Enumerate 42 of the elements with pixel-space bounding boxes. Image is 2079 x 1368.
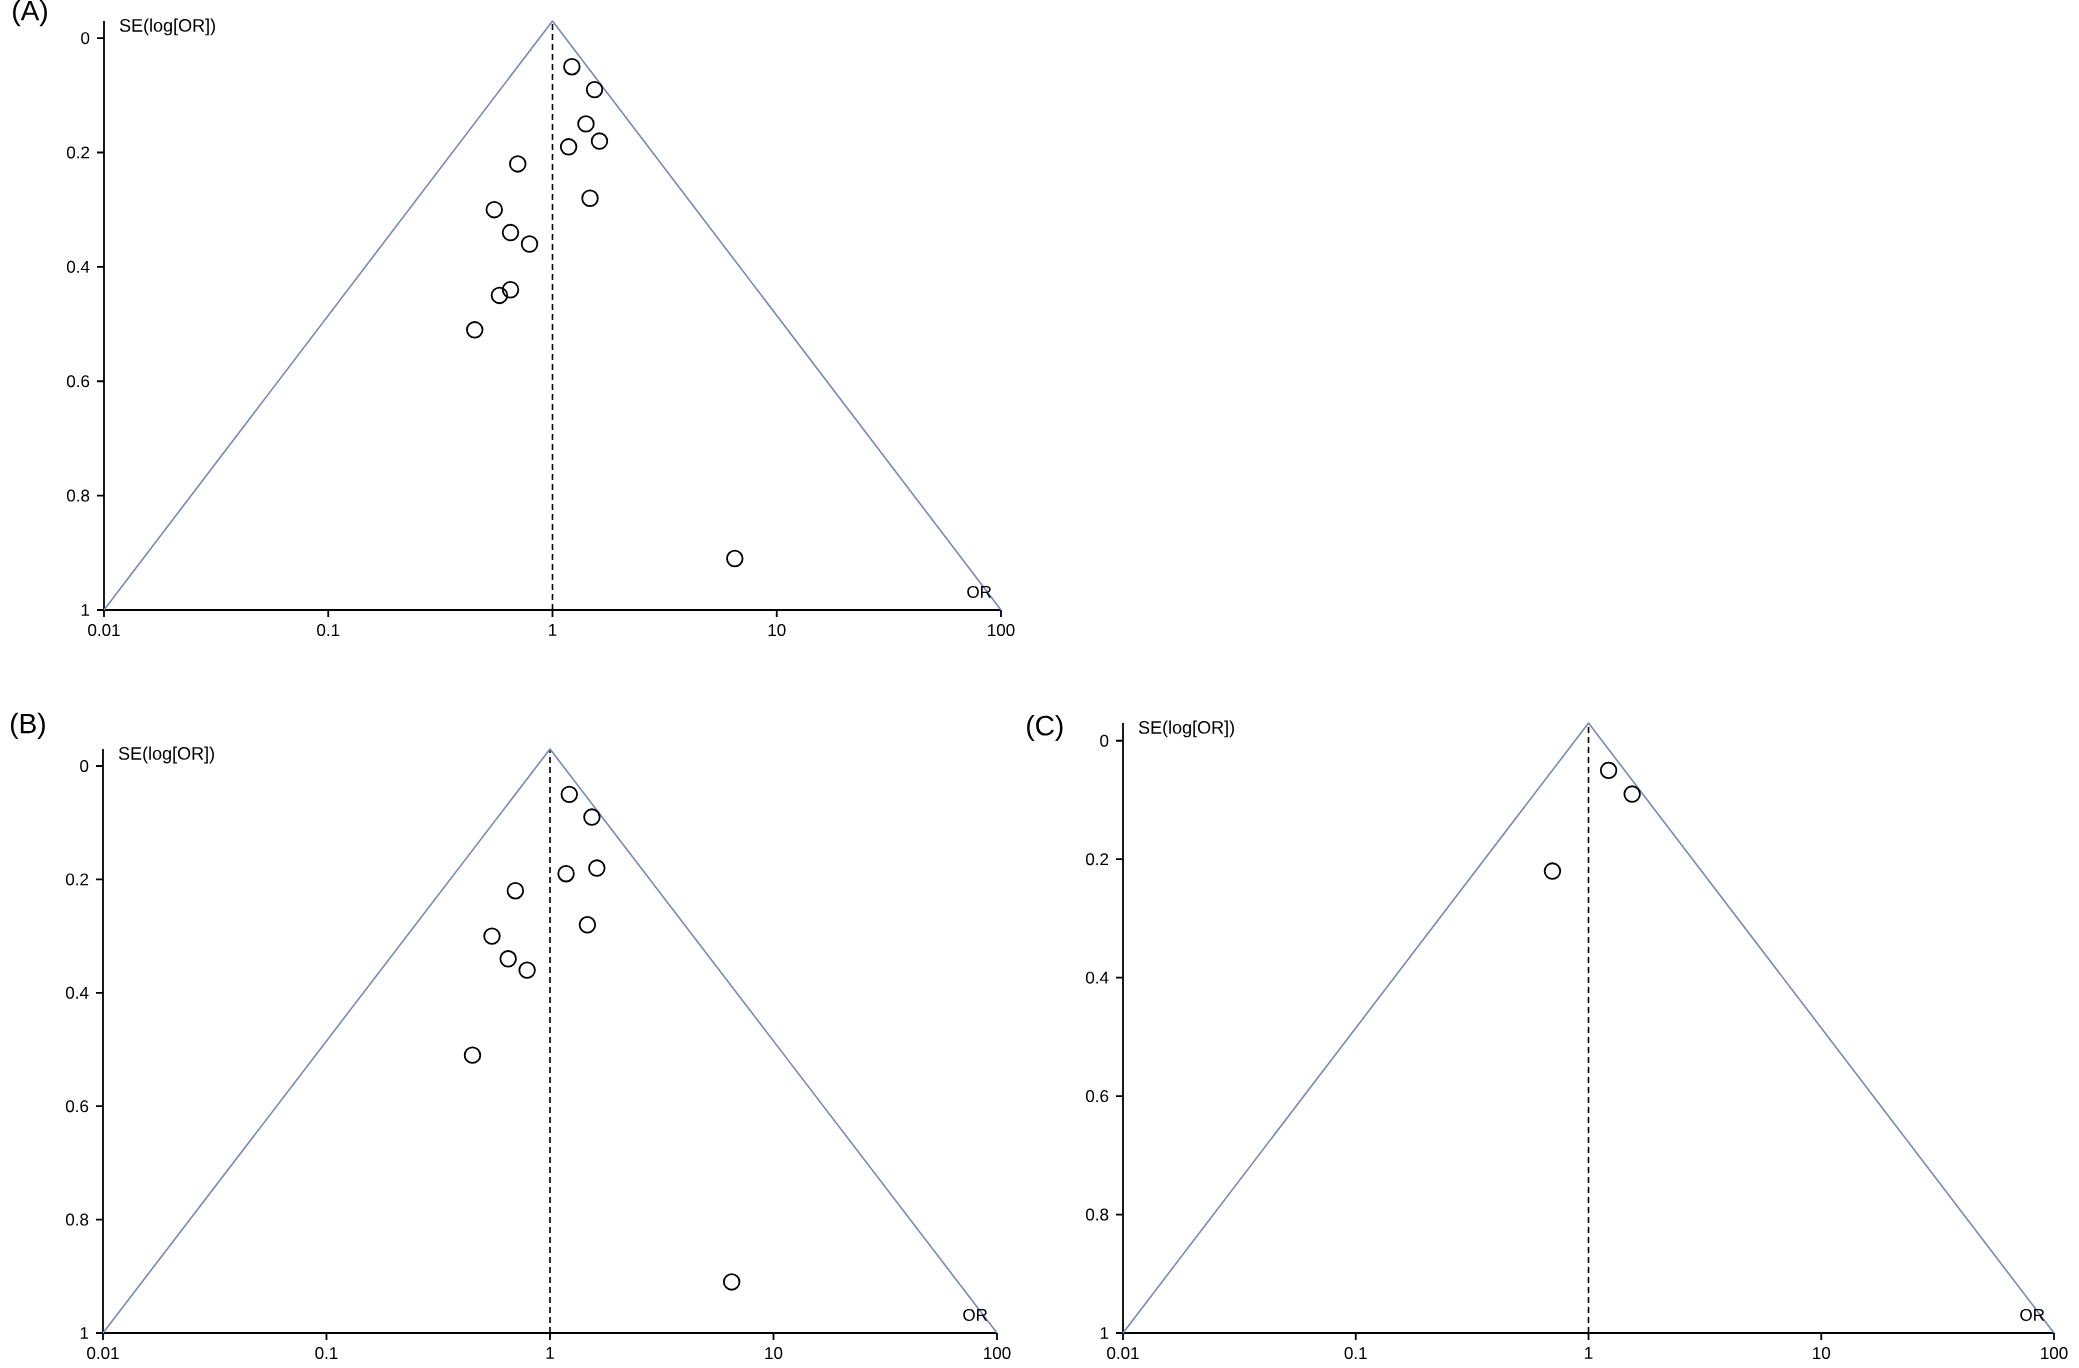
- y-tick-label: 0.4: [1086, 971, 1109, 984]
- y-tick-label: 0.8: [65, 1213, 89, 1226]
- y-tick-label: 0.8: [1086, 1208, 1109, 1221]
- x-tick-label: 1: [1585, 1347, 1593, 1359]
- x-tick-label: 0.1: [315, 1347, 338, 1360]
- x-tick-label: 1: [546, 1347, 554, 1359]
- x-axis-title: OR: [967, 585, 992, 598]
- x-tick-label: 10: [768, 624, 786, 637]
- chart-title: (C): [1027, 715, 1063, 742]
- y-tick-label: 0.4: [66, 260, 90, 273]
- y-tick-label: 0: [81, 32, 90, 45]
- x-axis-title: OR: [963, 1308, 988, 1321]
- y-tick-label: 0.6: [1086, 1090, 1109, 1103]
- y-tick-label: 0.2: [1086, 853, 1109, 866]
- y-tick-label: 0.8: [66, 489, 90, 502]
- chart-title: (B): [10, 712, 45, 739]
- y-axis-title: SE(log[OR]): [118, 746, 214, 764]
- x-tick-label: 100: [2041, 1347, 2068, 1360]
- y-tick-label: 1: [81, 604, 90, 616]
- x-tick-label: 0.01: [1107, 1347, 1139, 1360]
- x-tick-label: 100: [984, 1347, 1011, 1360]
- x-tick-label: 1: [549, 624, 557, 636]
- y-tick-label: 0.2: [66, 146, 90, 159]
- x-tick-label: 0.1: [1344, 1347, 1367, 1360]
- x-tick-label: 10: [1813, 1347, 1831, 1360]
- y-axis-title: SE(log[OR]): [1138, 720, 1234, 738]
- y-tick-label: 1: [1100, 1327, 1109, 1339]
- y-tick-label: 0: [1100, 734, 1109, 747]
- x-tick-label: 100: [988, 624, 1015, 637]
- y-tick-label: 0.6: [65, 1100, 89, 1113]
- x-tick-label: 0.01: [87, 1347, 119, 1360]
- x-tick-label: 0.1: [317, 624, 340, 637]
- y-tick-label: 0.4: [65, 986, 89, 999]
- chart-title: (A): [13, 0, 47, 27]
- y-tick-label: 0: [80, 759, 89, 773]
- x-axis-title: OR: [2020, 1308, 2045, 1321]
- y-tick-label: 1: [80, 1327, 89, 1339]
- x-tick-label: 10: [765, 1347, 783, 1360]
- x-tick-label: 0.01: [88, 624, 120, 637]
- y-tick-label: 0.6: [66, 375, 90, 388]
- y-axis-title: SE(log[OR]): [119, 18, 215, 36]
- y-tick-label: 0.2: [65, 873, 89, 886]
